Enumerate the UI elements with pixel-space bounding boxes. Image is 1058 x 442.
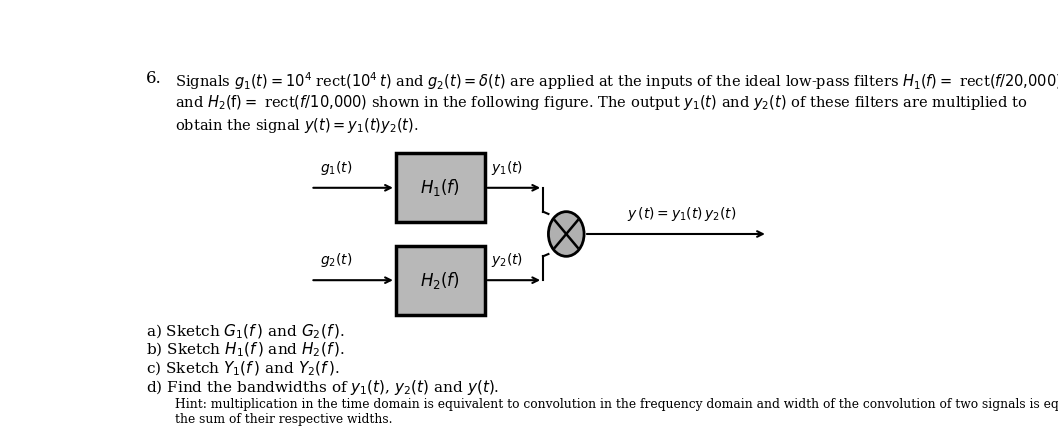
Text: $y\,(t) = y_1(t)\,y_2(t)$: $y\,(t) = y_1(t)\,y_2(t)$	[626, 205, 736, 223]
Text: Hint: multiplication in the time domain is equivalent to convolution in the freq: Hint: multiplication in the time domain …	[175, 398, 1058, 411]
Text: and $H_2(\mathrm{f}) =$ rect$(f/10{,}000)$ shown in the following figure. The ou: and $H_2(\mathrm{f}) =$ rect$(f/10{,}000…	[175, 93, 1027, 112]
Text: d) Find the bandwidths of $y_1(t)$, $y_2(t)$ and $y(t)$.: d) Find the bandwidths of $y_1(t)$, $y_2…	[146, 378, 499, 397]
Text: obtain the signal $y(t) = y_1(t)y_2(t)$.: obtain the signal $y(t) = y_1(t)y_2(t)$.	[175, 116, 419, 135]
Text: $g_2(t)$: $g_2(t)$	[320, 251, 352, 270]
Text: the sum of their respective widths.: the sum of their respective widths.	[175, 413, 393, 426]
Text: $y_1(t)$: $y_1(t)$	[491, 159, 524, 177]
Text: $H_2(f)$: $H_2(f)$	[420, 270, 460, 291]
Bar	[396, 153, 485, 222]
Text: $g_1(t)$: $g_1(t)$	[320, 159, 352, 177]
Text: b) Sketch $H_1(f\,)$ and $H_2(f\,)$.: b) Sketch $H_1(f\,)$ and $H_2(f\,)$.	[146, 341, 346, 359]
Text: Signals $g_1(t) = 10^4$ rect$(10^4\,t)$ and $g_2(t) = \delta(t)$ are applied at : Signals $g_1(t) = 10^4$ rect$(10^4\,t)$ …	[175, 70, 1058, 91]
Bar	[396, 246, 485, 315]
Text: a) Sketch $G_1(f\,)$ and $G_2(f\,)$.: a) Sketch $G_1(f\,)$ and $G_2(f\,)$.	[146, 323, 346, 341]
Text: $y_2(t)$: $y_2(t)$	[491, 251, 524, 270]
Text: c) Sketch $Y_1(f\,)$ and $Y_2(f\,)$.: c) Sketch $Y_1(f\,)$ and $Y_2(f\,)$.	[146, 359, 340, 378]
Ellipse shape	[548, 212, 584, 256]
Text: 6.: 6.	[146, 70, 162, 87]
Text: $H_1(f)$: $H_1(f)$	[420, 177, 460, 198]
